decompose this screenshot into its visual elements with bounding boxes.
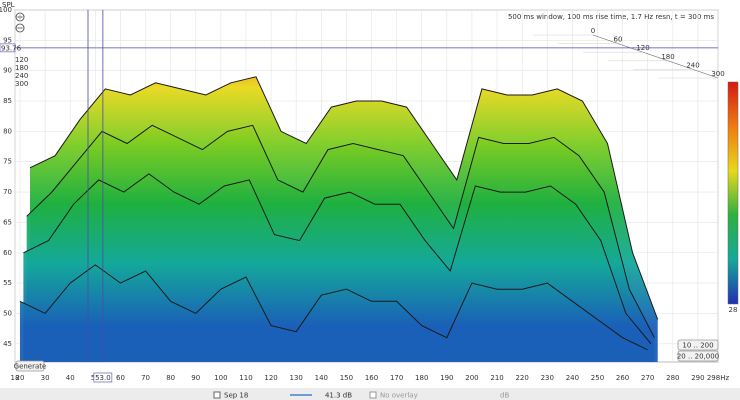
y-tick-label: 100 bbox=[0, 6, 12, 14]
time-tick-label: 60 bbox=[614, 36, 623, 44]
x-tick-label: 100 bbox=[214, 374, 227, 382]
x-tick-label: 170 bbox=[390, 374, 403, 382]
time-tick-label: 300 bbox=[15, 80, 28, 88]
slice-line bbox=[19, 264, 648, 351]
x-tick-label: 240 bbox=[566, 374, 579, 382]
generate-button[interactable]: Generate bbox=[14, 360, 47, 372]
x-tick-label: 18 bbox=[11, 374, 20, 382]
y-tick-label: 90 bbox=[3, 67, 12, 75]
x-tick-label: 150 bbox=[340, 374, 353, 382]
unit-label: dB bbox=[500, 392, 509, 400]
x-tick-label: 260 bbox=[616, 374, 629, 382]
y-tick-label: 95 bbox=[3, 36, 12, 44]
button-label: Generate bbox=[14, 363, 47, 371]
y-tick-label: 85 bbox=[3, 97, 12, 105]
x-tick-label: 80 bbox=[166, 374, 175, 382]
range-button[interactable]: 20 .. 20,000 bbox=[677, 350, 719, 362]
cursor-label: 53.0 bbox=[95, 374, 111, 382]
x-tick-label: 160 bbox=[365, 374, 378, 382]
x-tick-label: 298Hz bbox=[707, 374, 730, 382]
axis-label: SPL bbox=[2, 1, 15, 9]
overlay-label: No overlay bbox=[380, 392, 418, 400]
x-tick-label: 220 bbox=[515, 374, 528, 382]
time-axis bbox=[592, 34, 719, 79]
x-tick-label: 200 bbox=[465, 374, 478, 382]
cursor-tag bbox=[93, 372, 113, 383]
trace-name: Sep 18 bbox=[224, 392, 248, 400]
time-tick-label: 300 bbox=[711, 70, 724, 78]
time-tick-label: 180 bbox=[15, 64, 28, 72]
x-tick-label: 90 bbox=[191, 374, 200, 382]
colorbar-label: 28 bbox=[729, 306, 738, 314]
x-tick-label: 30 bbox=[41, 374, 50, 382]
checkbox[interactable] bbox=[369, 391, 377, 399]
x-tick-label: 140 bbox=[315, 374, 328, 382]
button-label: 20 .. 20,000 bbox=[677, 353, 719, 361]
x-tick-label: 70 bbox=[141, 374, 150, 382]
cursor-label: 93.76 bbox=[1, 44, 22, 52]
y-tick-label: 70 bbox=[3, 188, 12, 196]
y-tick-label: 55 bbox=[3, 279, 12, 287]
x-tick-label: 280 bbox=[666, 374, 679, 382]
range-button[interactable]: 10 .. 200 bbox=[677, 339, 719, 351]
time-tick-label: 180 bbox=[661, 53, 674, 61]
x-tick-label: 180 bbox=[415, 374, 428, 382]
x-tick-label: 290 bbox=[691, 374, 704, 382]
slice-fill bbox=[20, 264, 648, 362]
time-tick-label: 120 bbox=[15, 56, 28, 64]
checkbox[interactable] bbox=[213, 391, 221, 399]
x-tick-label: 120 bbox=[264, 374, 277, 382]
button-label: 10 .. 200 bbox=[682, 342, 713, 350]
x-tick-label: 270 bbox=[641, 374, 654, 382]
y-tick-label: 80 bbox=[3, 127, 12, 135]
y-tick-label: 50 bbox=[3, 309, 12, 317]
x-tick-label: 60 bbox=[116, 374, 125, 382]
y-tick-label: 65 bbox=[3, 218, 12, 226]
x-tick-label: 230 bbox=[541, 374, 554, 382]
time-tick-label: 240 bbox=[15, 72, 28, 80]
slice-line bbox=[26, 124, 655, 338]
x-tick-label: 190 bbox=[440, 374, 453, 382]
x-tick-label: 130 bbox=[290, 374, 303, 382]
time-tick-label: 0 bbox=[591, 27, 595, 35]
x-tick-label: 250 bbox=[591, 374, 604, 382]
slice-line bbox=[23, 173, 652, 345]
x-tick-label: 110 bbox=[239, 374, 252, 382]
x-tick-label: 210 bbox=[490, 374, 503, 382]
x-tick-label: 20 bbox=[16, 374, 25, 382]
trace-level: 41.3 dB bbox=[325, 392, 352, 400]
y-tick-label: 60 bbox=[3, 249, 12, 257]
y-tick-label: 45 bbox=[3, 340, 12, 348]
cursor-tag bbox=[0, 43, 16, 53]
info-text: 500 ms window, 100 ms rise time, 1.7 Hz … bbox=[508, 13, 714, 21]
y-tick-label: 75 bbox=[3, 158, 12, 166]
time-tick-label: 240 bbox=[686, 61, 699, 69]
colorbar bbox=[727, 81, 739, 305]
x-tick-label: 40 bbox=[66, 374, 75, 382]
slice-line bbox=[29, 76, 659, 320]
